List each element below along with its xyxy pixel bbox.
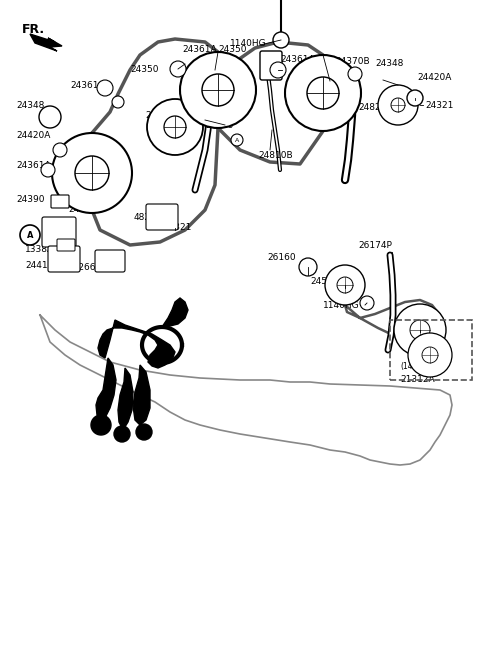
- Text: 24420A: 24420A: [16, 131, 50, 139]
- FancyBboxPatch shape: [51, 195, 69, 208]
- Text: 24321: 24321: [163, 224, 192, 232]
- Circle shape: [273, 32, 289, 48]
- Text: 24370B: 24370B: [60, 158, 95, 166]
- Text: 24560: 24560: [310, 277, 338, 286]
- Text: 1140HG: 1140HG: [323, 300, 360, 310]
- Polygon shape: [133, 365, 150, 425]
- Circle shape: [97, 80, 113, 96]
- Circle shape: [170, 61, 186, 77]
- Text: 24361A: 24361A: [280, 55, 314, 65]
- Circle shape: [164, 116, 186, 138]
- Text: 21312A: 21312A: [400, 376, 434, 385]
- Text: 24410B: 24410B: [25, 261, 60, 271]
- FancyBboxPatch shape: [48, 246, 80, 272]
- Text: 24361A: 24361A: [70, 81, 105, 90]
- Text: 24350: 24350: [218, 46, 247, 55]
- Text: 24361A: 24361A: [182, 46, 216, 55]
- Circle shape: [285, 55, 361, 131]
- FancyBboxPatch shape: [95, 250, 125, 272]
- Text: 21312A: 21312A: [393, 319, 428, 327]
- Text: 26160: 26160: [267, 253, 296, 261]
- Text: 24390: 24390: [16, 195, 45, 205]
- Circle shape: [337, 277, 353, 293]
- Text: A: A: [235, 137, 239, 143]
- Circle shape: [307, 77, 339, 109]
- Text: (141015-): (141015-): [400, 362, 438, 372]
- Polygon shape: [30, 34, 62, 51]
- FancyBboxPatch shape: [260, 51, 282, 80]
- Text: 24810B: 24810B: [258, 150, 293, 160]
- Circle shape: [39, 106, 61, 128]
- Circle shape: [52, 133, 132, 213]
- FancyBboxPatch shape: [57, 239, 75, 251]
- Polygon shape: [98, 320, 175, 368]
- Circle shape: [112, 96, 124, 108]
- Circle shape: [53, 143, 67, 157]
- Circle shape: [41, 163, 55, 177]
- Text: 48266: 48266: [134, 213, 163, 222]
- Text: 24348: 24348: [375, 59, 403, 69]
- Circle shape: [378, 85, 418, 125]
- Text: 1338AC: 1338AC: [25, 246, 60, 255]
- Circle shape: [348, 67, 362, 81]
- Circle shape: [407, 90, 423, 106]
- Text: 26174P: 26174P: [358, 240, 392, 249]
- Text: 24370B: 24370B: [335, 57, 370, 67]
- Polygon shape: [96, 358, 116, 420]
- Circle shape: [394, 304, 446, 356]
- Text: 1140HG: 1140HG: [230, 38, 266, 48]
- Circle shape: [299, 258, 317, 276]
- Polygon shape: [162, 298, 188, 327]
- Text: 24820: 24820: [205, 121, 233, 129]
- Circle shape: [202, 74, 234, 106]
- FancyBboxPatch shape: [42, 217, 76, 247]
- Text: (-141015): (-141015): [393, 333, 431, 341]
- Circle shape: [270, 62, 286, 78]
- Text: 24349: 24349: [145, 110, 173, 119]
- Text: 24321: 24321: [425, 100, 454, 110]
- FancyBboxPatch shape: [146, 204, 178, 230]
- Text: 24348: 24348: [16, 100, 44, 110]
- Circle shape: [422, 347, 438, 363]
- Text: 24820: 24820: [358, 102, 386, 112]
- Circle shape: [20, 225, 40, 245]
- Text: 24410B: 24410B: [68, 205, 103, 214]
- Text: 48266: 48266: [68, 263, 96, 271]
- Circle shape: [231, 134, 243, 146]
- Circle shape: [75, 156, 109, 190]
- Text: A: A: [27, 230, 33, 240]
- Circle shape: [360, 296, 374, 310]
- Polygon shape: [118, 368, 133, 430]
- Circle shape: [325, 265, 365, 305]
- Circle shape: [114, 426, 130, 442]
- Text: FR.: FR.: [22, 23, 45, 36]
- Bar: [390, 320, 472, 380]
- Circle shape: [180, 52, 256, 128]
- Circle shape: [147, 99, 203, 155]
- Circle shape: [391, 98, 405, 112]
- Text: 24361A: 24361A: [16, 160, 50, 170]
- Text: 24420A: 24420A: [417, 73, 451, 82]
- Circle shape: [91, 415, 111, 435]
- Circle shape: [136, 424, 152, 440]
- Circle shape: [408, 333, 452, 377]
- Text: 24350: 24350: [130, 65, 158, 75]
- Circle shape: [410, 320, 430, 340]
